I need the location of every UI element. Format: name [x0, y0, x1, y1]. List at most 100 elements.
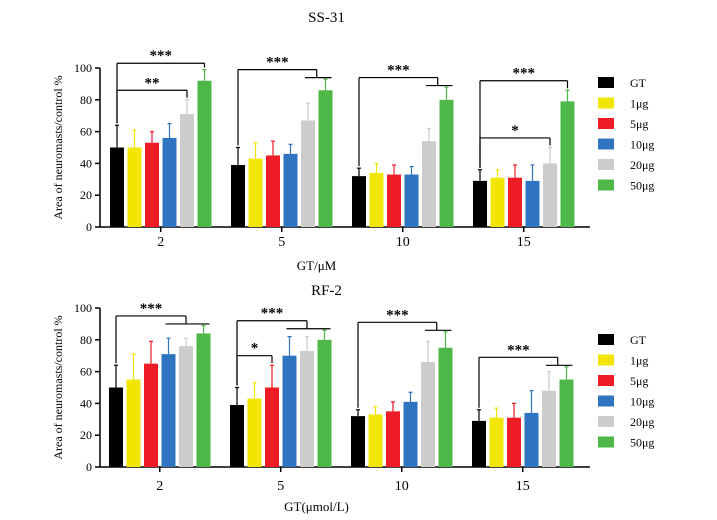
y-tick-label: 40 [80, 156, 92, 170]
y-tick-label: 20 [80, 428, 92, 442]
chart-title: SS-31 [308, 10, 345, 26]
legend-label: 5μg [630, 117, 648, 131]
legend-swatch [598, 354, 614, 366]
bar [352, 176, 366, 227]
significance-stars: *** [266, 55, 289, 71]
significance-bracket: *** [478, 342, 573, 408]
bar [404, 174, 419, 227]
bar [180, 114, 194, 227]
legend-swatch [598, 395, 614, 407]
bar [110, 147, 124, 227]
y-tick-label: 100 [74, 61, 92, 75]
bar [247, 398, 262, 467]
bar [403, 401, 418, 467]
significance-stars: *** [513, 66, 536, 82]
x-tick-label: 10 [396, 235, 410, 250]
significance-bracket: *** [479, 66, 569, 168]
bar [368, 414, 383, 467]
bar [231, 164, 245, 227]
bar [472, 420, 486, 467]
bar [266, 155, 280, 227]
y-tick-label: 60 [80, 125, 92, 139]
bar [162, 137, 177, 227]
x-axis-label: GT(μmol/L) [284, 499, 349, 514]
bar [127, 147, 142, 227]
bar [318, 90, 333, 227]
bar [282, 355, 297, 467]
bar [197, 80, 212, 227]
bar [439, 99, 454, 227]
bar [144, 363, 158, 467]
legend-swatch [598, 334, 614, 345]
significance-bracket: *** [358, 63, 453, 167]
bar [559, 379, 574, 467]
bar [196, 333, 211, 467]
legend-swatch [598, 77, 614, 88]
x-tick-label: 2 [156, 479, 163, 494]
bar [560, 101, 575, 227]
legend-swatch [598, 436, 614, 448]
significance-bracket: ** [116, 75, 188, 124]
bar [438, 347, 453, 467]
x-tick-label: 2 [157, 235, 164, 250]
legend-label: 5μg [630, 374, 648, 388]
significance-stars: *** [261, 306, 284, 322]
legend-label: 10μg [630, 395, 654, 409]
significance-stars: *** [387, 63, 410, 79]
bar [265, 387, 279, 467]
bar [543, 163, 557, 227]
bar [301, 120, 315, 227]
bar [161, 354, 176, 467]
significance-bracket: *** [357, 307, 452, 408]
legend-swatch [598, 159, 614, 170]
legend-label: 20μg [630, 158, 654, 172]
bar [179, 346, 193, 467]
chart-panel-2: RF-2 0 20 40 60 80 100 Area of neuromasts/contr… [51, 283, 654, 514]
y-tick-label: 80 [80, 93, 92, 107]
bar [126, 379, 141, 467]
bar [387, 174, 401, 227]
legend-swatch [598, 179, 614, 191]
legend-swatch [598, 97, 614, 109]
chart-title: RF-2 [311, 283, 342, 299]
significance-stars: *** [507, 342, 530, 358]
bar [109, 387, 123, 467]
bar [422, 141, 436, 227]
significance-bracket: *** [236, 306, 331, 386]
y-tick-label: 40 [80, 396, 92, 410]
y-axis-label: Area of neuromasts/control % [51, 315, 65, 459]
legend-label: 10μg [630, 138, 654, 152]
y-tick-label: 0 [86, 220, 92, 234]
bar [507, 417, 521, 467]
significance-stars: *** [386, 307, 409, 323]
legend: GT 1μg 5μg 10μg 20μg 50μg [598, 333, 654, 450]
significance-bracket: *** [115, 301, 210, 364]
bar [490, 177, 505, 227]
legend-swatch [598, 138, 614, 150]
y-axis-label: Area of neuromasts/control % [51, 75, 65, 219]
bar [351, 416, 365, 467]
y-tick-label: 80 [80, 333, 92, 347]
bar [369, 172, 384, 227]
legend-label: 20μg [630, 415, 654, 429]
bar [317, 339, 332, 467]
bar [300, 350, 314, 467]
legend-swatch [598, 375, 614, 386]
x-tick-label: 10 [395, 479, 409, 494]
y-tick-label: 60 [80, 365, 92, 379]
legend-swatch [598, 416, 614, 427]
bar [248, 158, 263, 227]
chart-panel-1: SS-31 0 20 40 60 80 100 Area of neuromasts/cont… [51, 10, 654, 273]
x-tick-label: 5 [277, 479, 284, 494]
significance-bracket: * [479, 123, 551, 168]
legend-label: 50μg [630, 436, 654, 450]
bar [542, 390, 556, 467]
significance-stars: * [511, 123, 519, 139]
bar [421, 362, 435, 467]
x-tick-label: 15 [516, 479, 530, 494]
y-tick-label: 20 [80, 188, 92, 202]
significance-bracket: *** [237, 55, 332, 146]
bar [386, 411, 400, 467]
bar [145, 142, 159, 227]
